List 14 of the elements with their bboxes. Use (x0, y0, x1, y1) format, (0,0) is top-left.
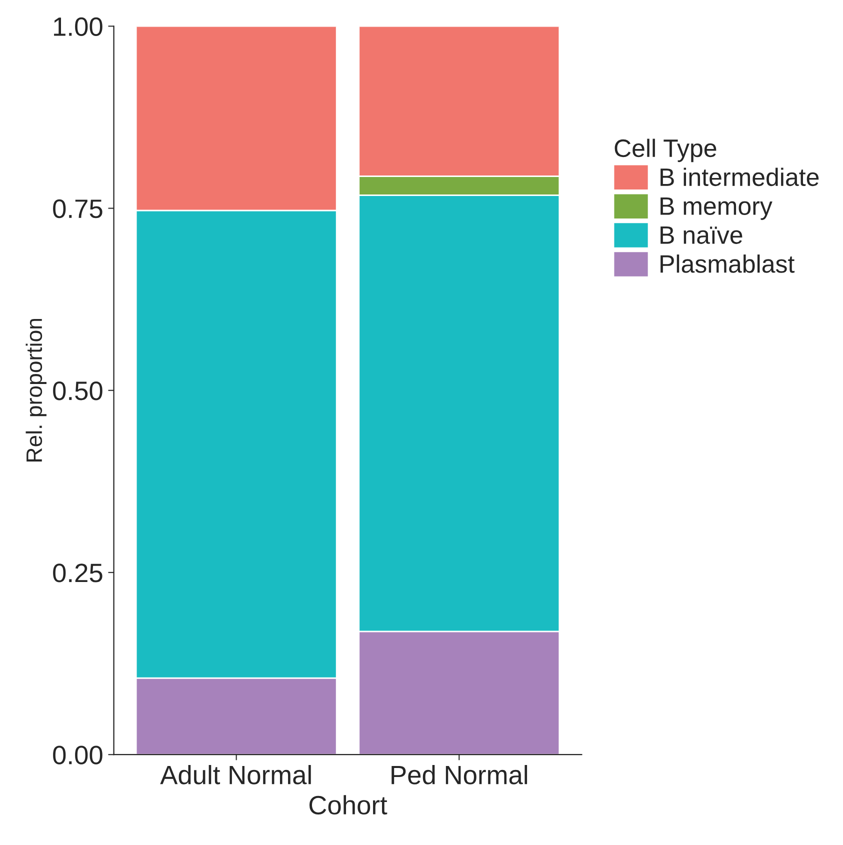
y-tick-label: 0.75 (53, 199, 102, 218)
x-tick-label: Adult Normal (160, 765, 311, 784)
y-tick-label: 0.50 (53, 382, 102, 400)
legend-label: B naïve (660, 226, 742, 244)
y-tick-label: 0.00 (53, 746, 102, 764)
y-tick-label: 1.00 (54, 17, 102, 36)
y-tick-label: 0.25 (53, 564, 102, 582)
legend-title: Cell Type (614, 138, 716, 162)
x-tick-label: Ped Normal (392, 765, 528, 784)
legend-label: Plasmablast (660, 254, 795, 273)
legend-label: B memory (660, 198, 772, 220)
legend-label: B intermediate (660, 168, 819, 186)
y-axis-title: Rel. proportion (26, 318, 46, 462)
x-axis-title: Cohort (309, 795, 388, 815)
